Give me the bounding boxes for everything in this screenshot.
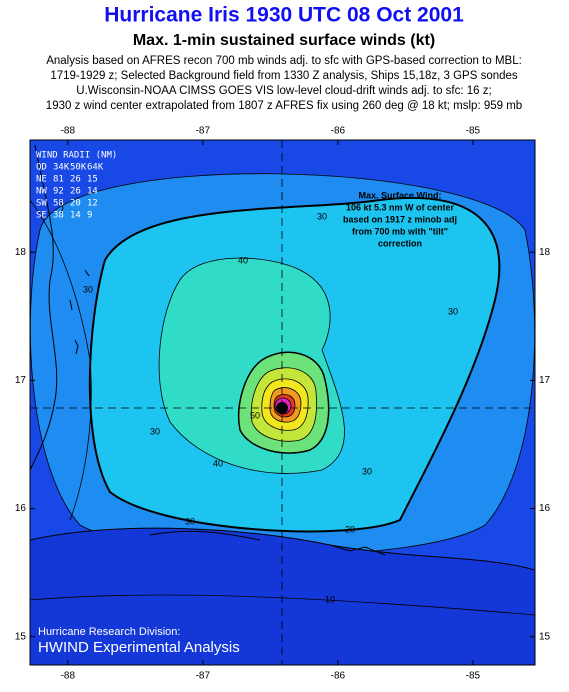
table-cell: 38 <box>53 211 64 221</box>
table-cell: 12 <box>87 199 98 209</box>
annotation-line: based on 1917 z minob adj <box>343 214 457 224</box>
table-cell: QD <box>36 163 47 173</box>
y-tick-label: 16 <box>15 503 27 514</box>
analysis-line: 1719-1929 z; Selected Background field f… <box>50 70 518 82</box>
table-cell: 9 <box>87 211 92 221</box>
footer: HWIND Experimental Analysis <box>38 639 240 656</box>
y-tick-label: 18 <box>15 247 27 258</box>
analysis-line: 1930 z wind center extrapolated from 180… <box>46 100 522 112</box>
contour-label: 10 <box>325 594 335 604</box>
table-cell: 15 <box>87 175 98 185</box>
analysis-line: Analysis based on AFRES recon 700 mb win… <box>46 55 522 67</box>
table-cell: 26 <box>70 187 81 197</box>
contour-label: 30 <box>362 466 372 476</box>
footer: Hurricane Research Division: <box>38 626 180 638</box>
table-cell: 26 <box>70 175 81 185</box>
y-tick-label: 15 <box>15 631 27 642</box>
contour-label: 30 <box>83 284 93 294</box>
table-cell: 34K <box>53 163 70 173</box>
annotation-line: 106 kt 5.3 nm W of center <box>346 202 455 212</box>
y-tick-label: 17 <box>15 375 27 386</box>
y-tick-label: 16 <box>539 503 551 514</box>
contour-label: 20 <box>345 524 355 534</box>
table-cell: 58 <box>53 199 64 209</box>
contour-label: 40 <box>213 458 223 468</box>
annotation-line: Max. Surface Wind: <box>359 190 442 200</box>
x-tick-label: -86 <box>331 671 346 682</box>
y-tick-label: 15 <box>539 631 551 642</box>
y-tick-label: 17 <box>539 375 551 386</box>
annotation-line: from 700 mb with "tilt" <box>352 226 448 236</box>
table-cell: 14 <box>87 187 98 197</box>
table-title: WIND RADII (NM) <box>36 151 117 161</box>
contour-label: 40 <box>238 255 248 265</box>
table-cell: SW <box>36 199 47 209</box>
table-cell: 20 <box>70 199 81 209</box>
subtitle: Max. 1-min sustained surface winds (kt) <box>133 32 435 49</box>
contour-label: 30 <box>150 426 160 436</box>
contour-label: 30 <box>185 516 195 526</box>
x-tick-label: -86 <box>331 126 346 137</box>
x-tick-label: -85 <box>466 126 481 137</box>
title: Hurricane Iris 1930 UTC 08 Oct 2001 <box>104 4 464 27</box>
y-tick-label: 18 <box>539 247 551 258</box>
table-cell: 92 <box>53 187 64 197</box>
x-tick-label: -85 <box>466 671 481 682</box>
x-tick-label: -87 <box>196 126 211 137</box>
annotation-line: correction <box>378 238 422 248</box>
table-cell: 14 <box>70 211 81 221</box>
table-cell: 64K <box>87 163 104 173</box>
analysis-line: U.Wisconsin-NOAA CIMSS GOES VIS low-leve… <box>76 85 491 97</box>
contour-label: 30 <box>317 211 327 221</box>
table-cell: 50K <box>70 163 87 173</box>
x-tick-label: -87 <box>196 671 211 682</box>
annotation: Max. Surface Wind: 106 kt 5.3 nm W of cen… <box>343 190 457 248</box>
x-tick-label: -88 <box>61 126 76 137</box>
map-area <box>30 140 535 665</box>
contour-label: 50 <box>250 410 260 420</box>
table-cell: SE <box>36 211 47 221</box>
contour-label: 30 <box>448 306 458 316</box>
table-cell: NW <box>36 187 47 197</box>
table-cell: 81 <box>53 175 64 185</box>
wind-radii-table: WIND RADII (NM) QD 34K 50K 64K NE 81 26 15 NW 92 2… <box>36 151 117 221</box>
x-tick-label: -88 <box>61 671 76 682</box>
map-frame <box>29 139 536 666</box>
table-cell: NE <box>36 175 47 185</box>
